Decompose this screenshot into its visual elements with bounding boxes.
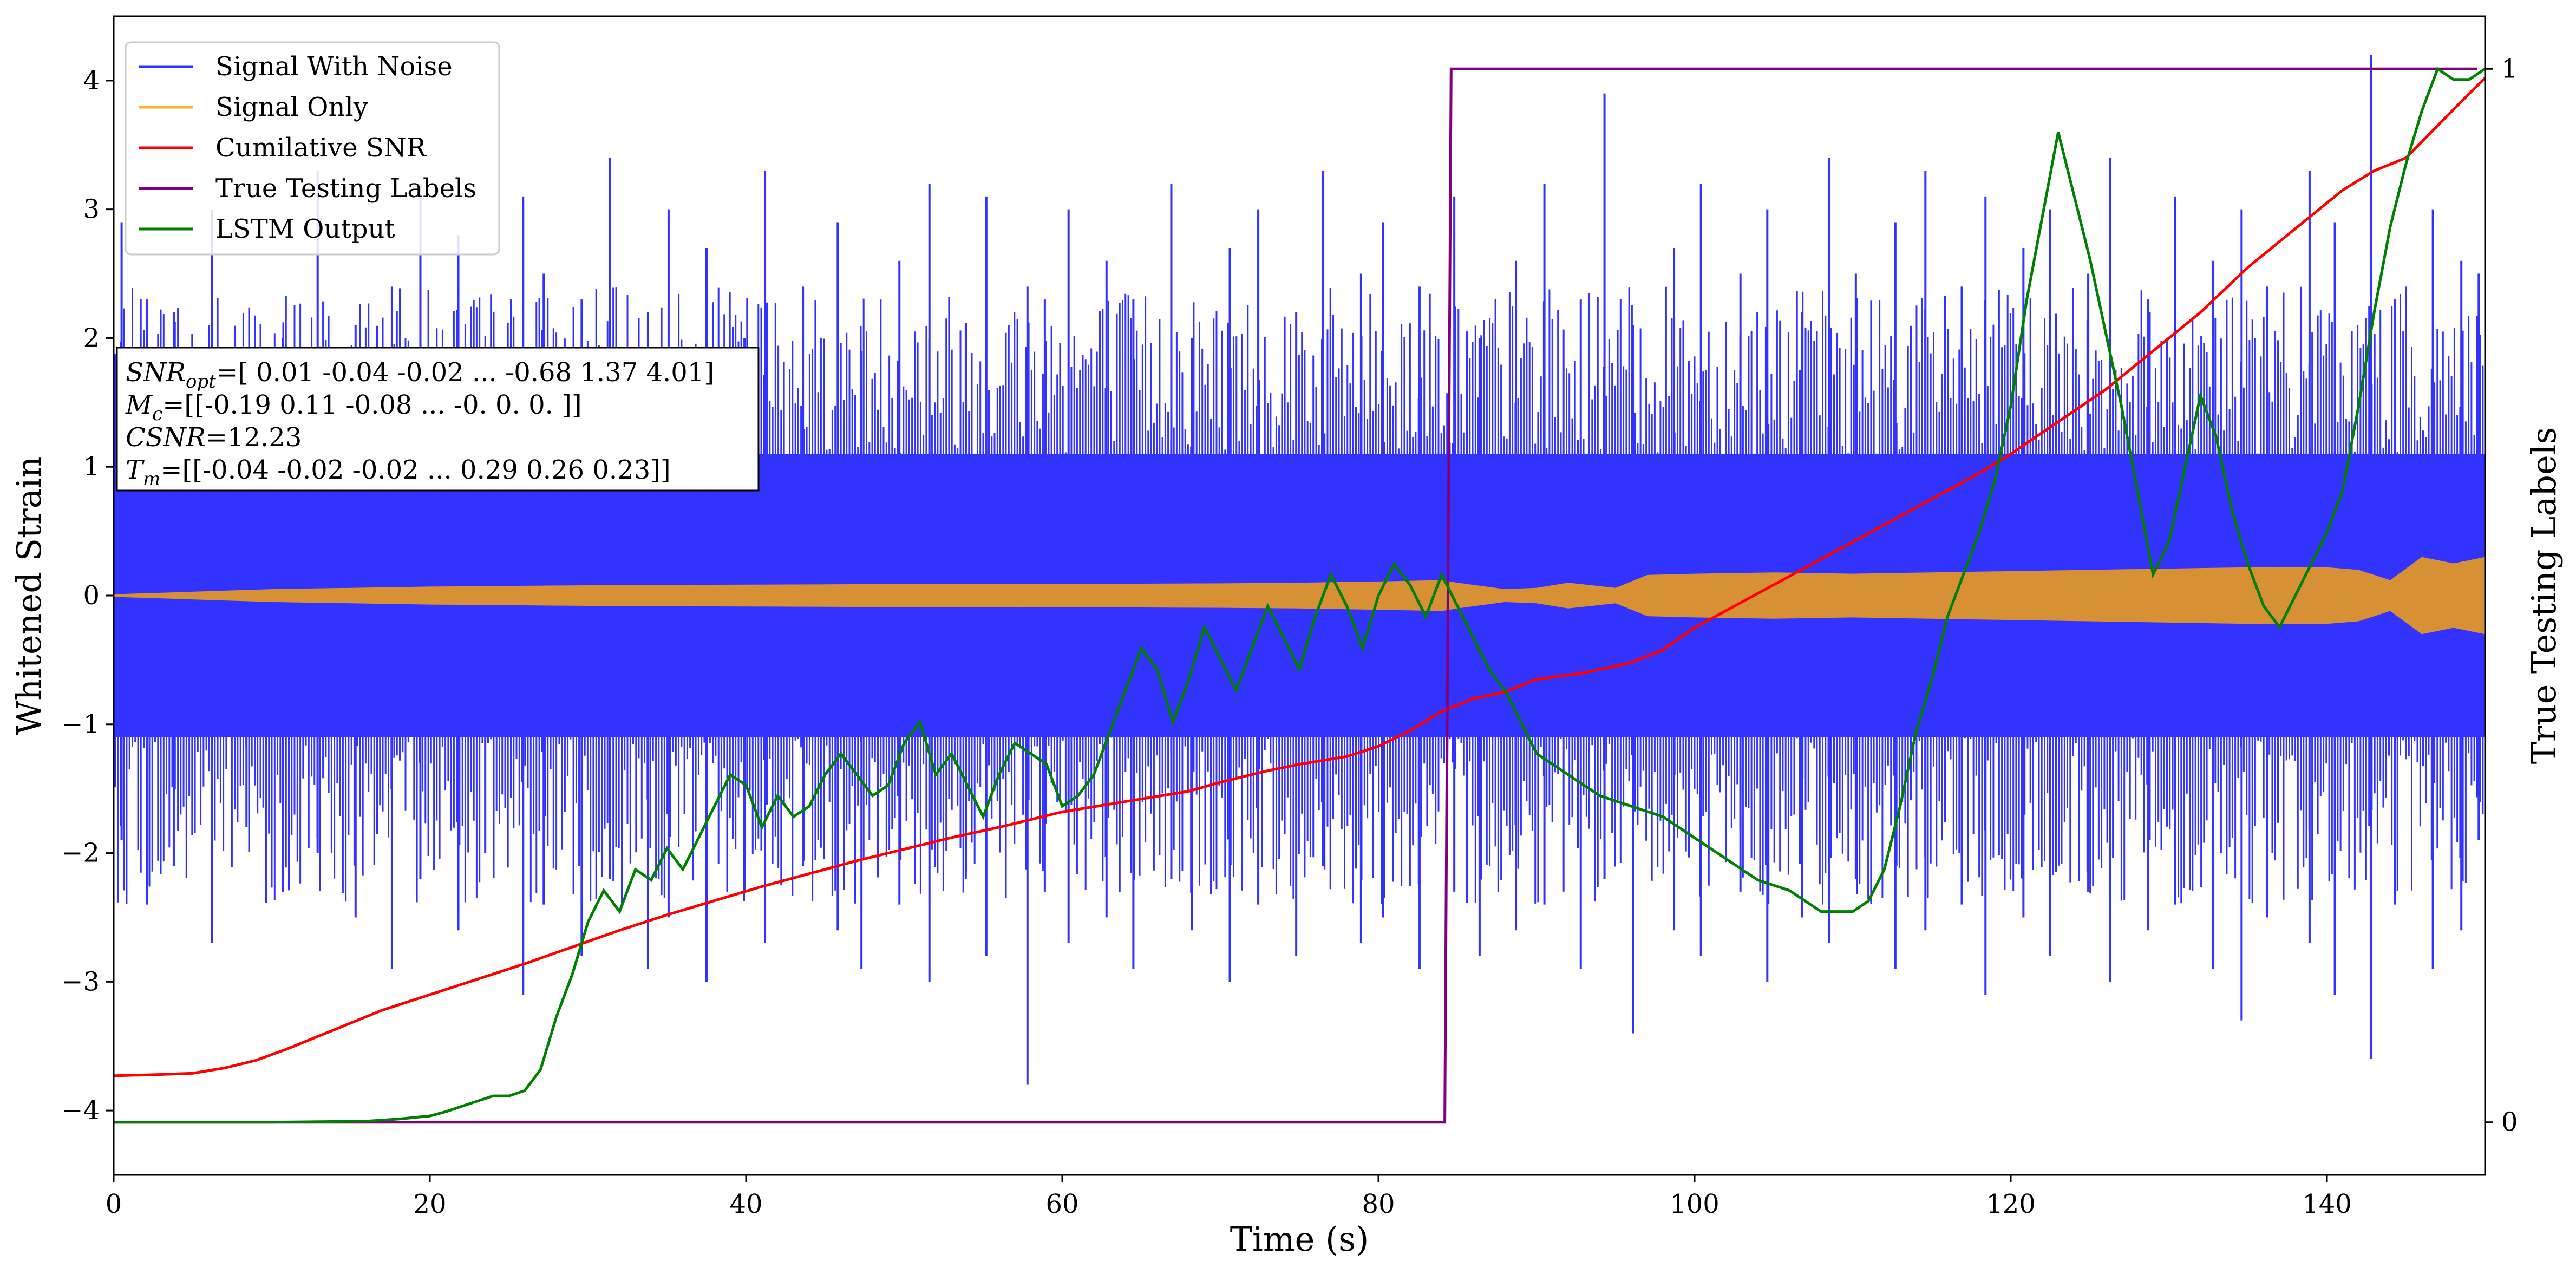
x-axis-title: Time (s): [1230, 1219, 1369, 1259]
y2-tick-label: 0: [2501, 1107, 2518, 1138]
x-tick-label: 40: [729, 1189, 762, 1219]
annotation-line: Tm=[[-0.04 -0.02 -0.02 ... 0.29 0.26 0.2…: [126, 455, 671, 490]
legend-label: Signal Only: [215, 92, 368, 122]
lstm-output-line: [114, 67, 2485, 1124]
x-tick-label: 120: [1986, 1189, 2036, 1219]
x-tick-label: 100: [1670, 1189, 1719, 1219]
legend-label: Cumilative SNR: [215, 133, 427, 163]
legend-label: True Testing Labels: [215, 173, 476, 204]
y-axis-right: 01: [2485, 54, 2518, 1138]
y2-axis-title: True Testing Labels: [2524, 427, 2564, 765]
annotation-line: CSNR=12.23: [126, 422, 302, 453]
legend-label: LSTM Output: [215, 214, 395, 244]
y-axis-left: −4 −3 −2 −1 0 1 2 3 4: [61, 66, 114, 1126]
true-labels-layer: [114, 67, 2477, 1124]
y-tick-label: −4: [61, 1095, 100, 1126]
y-tick-label: 1: [83, 452, 100, 482]
plot-area: [114, 55, 2485, 1124]
annotation-line: SNRopt=[ 0.01 -0.04 -0.02 ... -0.68 1.37…: [126, 357, 714, 393]
y2-tick-label: 1: [2501, 54, 2518, 84]
true-labels-line: [114, 67, 2477, 1124]
parameter-annotation: SNRopt=[ 0.01 -0.04 -0.02 ... -0.68 1.37…: [116, 347, 760, 492]
signal-only-layer: [114, 557, 2485, 635]
x-tick-label: 20: [413, 1189, 446, 1219]
legend-label: Signal With Noise: [215, 51, 453, 82]
signal-only-envelope: [114, 557, 2485, 635]
x-axis: 0 20 40 60 80 100 120 140: [106, 1175, 2352, 1219]
legend: Signal With Noise Signal Only Cumilative S…: [125, 41, 500, 256]
y-axis-title: Whitened Strain: [9, 456, 49, 735]
cumulative-snr-layer: [114, 77, 2485, 1077]
legend-box: [125, 41, 500, 256]
x-tick-label: 60: [1045, 1189, 1078, 1219]
cumulative-snr-line: [114, 77, 2485, 1077]
y-tick-label: −3: [61, 966, 100, 997]
y-tick-label: −2: [61, 838, 100, 868]
x-tick-label: 140: [2302, 1189, 2352, 1219]
x-tick-label: 0: [106, 1189, 122, 1219]
lstm-output-layer: [114, 67, 2485, 1124]
annotation-line: Mc=[[-0.19 0.11 -0.08 ... -0. 0. 0. ]]: [125, 390, 582, 425]
annotation-box: [116, 347, 760, 492]
y-tick-label: −1: [61, 709, 100, 740]
y-tick-label: 2: [83, 323, 100, 353]
y-tick-label: 4: [83, 66, 100, 96]
x-tick-label: 80: [1362, 1189, 1395, 1219]
y-tick-label: 0: [83, 580, 100, 611]
y-tick-label: 3: [83, 194, 100, 225]
